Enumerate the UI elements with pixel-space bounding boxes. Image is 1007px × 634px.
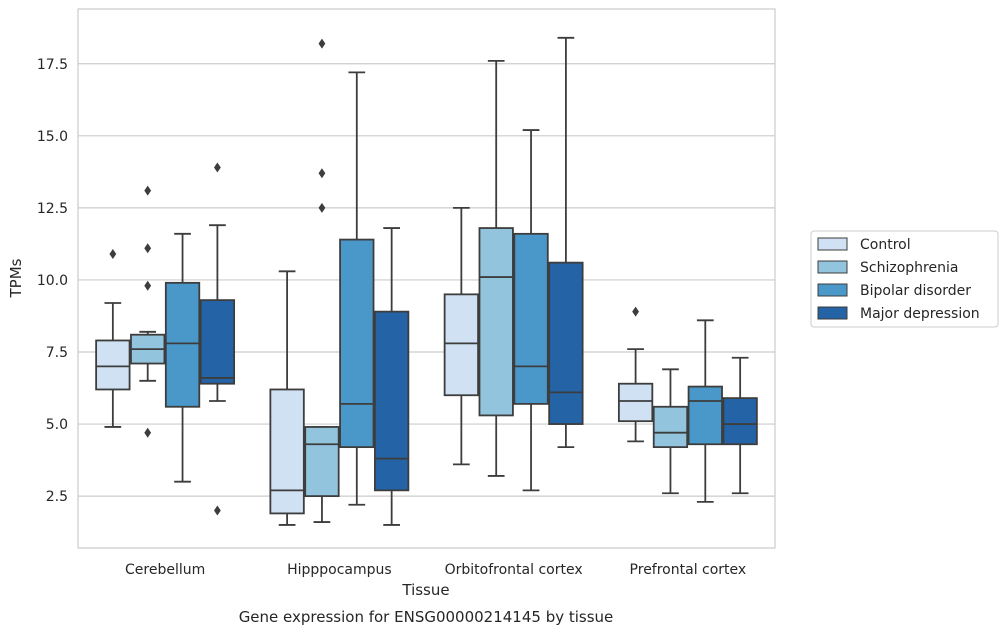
legend-frame (810, 230, 999, 328)
box (199, 162, 236, 516)
box (304, 38, 340, 523)
box (339, 71, 375, 506)
box (478, 59, 514, 477)
iqr-box (164, 281, 201, 408)
x-tick-label: Orbitofrontal cortex (445, 562, 583, 578)
legend-swatch (817, 237, 848, 251)
box (269, 270, 305, 526)
box-groups (95, 36, 758, 526)
box (722, 356, 758, 495)
outlier-point (144, 185, 152, 196)
outlier-point (318, 38, 326, 49)
box (687, 319, 723, 503)
outlier-point (109, 249, 117, 259)
outlier-point (318, 202, 326, 213)
y-tick-label: 7.5 (46, 345, 68, 361)
box (617, 306, 654, 443)
legend-item: Bipolar disorder (817, 283, 971, 299)
y-tick-labels: 2.5 5.0 7.5 10.0 12.5 15.0 17.5 (37, 57, 68, 505)
iqr-box (443, 293, 479, 397)
legend-swatch (817, 260, 848, 274)
y-tick-label: 5.0 (46, 417, 68, 433)
category-group (269, 38, 410, 526)
outlier-point (214, 162, 221, 173)
outlier-point (144, 280, 152, 291)
iqr-box (617, 382, 654, 423)
x-tick-label: Hipppocampus (287, 562, 392, 578)
legend: Control Schizophrenia Bipolar disorder Majo… (810, 230, 999, 328)
iqr-box (374, 310, 410, 492)
iqr-box (687, 385, 723, 446)
outlier-point (144, 243, 152, 254)
outlier-point (632, 306, 639, 317)
x-tick-label: Cerebellum (125, 562, 205, 578)
legend-swatch (817, 306, 848, 320)
iqr-box (548, 261, 584, 425)
iqr-box (722, 397, 758, 446)
category-group (617, 306, 758, 503)
box (95, 249, 131, 428)
category-group (95, 162, 236, 516)
x-tick-label: Prefrontal cortex (630, 562, 747, 578)
box (374, 227, 410, 526)
iqr-box (269, 388, 305, 515)
box (513, 129, 549, 492)
box (443, 206, 479, 466)
x-axis-label: Tissue (401, 581, 449, 599)
y-tick-label: 10.0 (37, 273, 68, 289)
chart-caption: Gene expression for ENSG00000214145 by t… (239, 608, 614, 626)
box (652, 368, 689, 495)
box (548, 36, 584, 449)
iqr-box (304, 426, 340, 498)
outlier-point (214, 505, 221, 516)
legend-swatch (817, 283, 848, 297)
iqr-box (339, 238, 375, 449)
iqr-box (652, 405, 689, 449)
legend-item: Major depression (817, 306, 980, 322)
y-tick-label: 2.5 (46, 489, 68, 505)
y-tick-label: 17.5 (37, 57, 68, 73)
iqr-box (95, 339, 131, 391)
legend-label: Schizophrenia (860, 260, 958, 276)
iqr-box (199, 299, 236, 385)
legend-item: Control (817, 237, 911, 253)
box (130, 185, 166, 438)
legend-label: Bipolar disorder (860, 283, 971, 299)
outlier-point (144, 427, 152, 438)
iqr-box (513, 232, 549, 405)
outlier-point (318, 168, 326, 179)
y-tick-label: 15.0 (37, 129, 68, 145)
plot-frame (77, 8, 776, 549)
iqr-box (478, 227, 514, 417)
legend-label: Control (860, 237, 911, 253)
legend-label: Major depression (860, 306, 980, 322)
category-group (443, 36, 584, 492)
y-tick-label: 12.5 (37, 201, 68, 217)
box (164, 232, 201, 483)
x-tick-labels: Cerebellum Hipppocampus Orbitofrontal cort… (125, 562, 746, 578)
legend-item: Schizophrenia (817, 260, 958, 276)
y-axis-label: TPMs (7, 258, 25, 298)
